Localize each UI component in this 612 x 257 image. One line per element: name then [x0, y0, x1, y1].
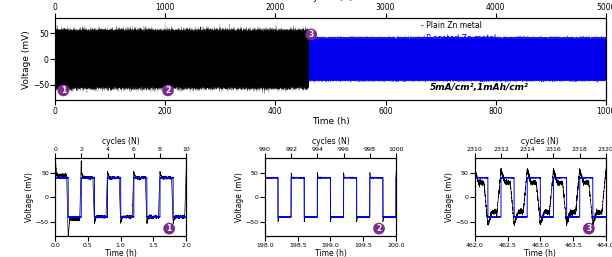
Y-axis label: Voltage (mV): Voltage (mV) — [22, 30, 31, 88]
Text: 3: 3 — [308, 30, 314, 39]
Y-axis label: Voltage (mV): Voltage (mV) — [445, 172, 454, 222]
X-axis label: cycles (N): cycles (N) — [521, 137, 559, 146]
Text: 1: 1 — [166, 224, 172, 233]
X-axis label: Time (h): Time (h) — [105, 249, 136, 257]
X-axis label: cycles (N): cycles (N) — [102, 137, 140, 146]
Text: 3: 3 — [586, 224, 591, 233]
X-axis label: Time (h): Time (h) — [524, 249, 556, 257]
Text: 2: 2 — [165, 86, 171, 95]
Y-axis label: Voltage (mV): Voltage (mV) — [235, 172, 244, 222]
X-axis label: Time (h): Time (h) — [312, 117, 349, 126]
Text: 1: 1 — [61, 86, 66, 95]
Y-axis label: Voltage (mV): Voltage (mV) — [26, 172, 34, 222]
Text: 5mA/cm²,1mAh/cm²: 5mA/cm²,1mAh/cm² — [430, 83, 529, 92]
X-axis label: cycles (N): cycles (N) — [312, 137, 349, 146]
Text: 2: 2 — [376, 224, 382, 233]
X-axis label: cycles (N): cycles (N) — [308, 0, 353, 2]
Text: - Plain Zn metal: - Plain Zn metal — [421, 21, 482, 30]
Text: - P coated Zn metal: - P coated Zn metal — [421, 34, 496, 43]
X-axis label: Time (h): Time (h) — [315, 249, 346, 257]
